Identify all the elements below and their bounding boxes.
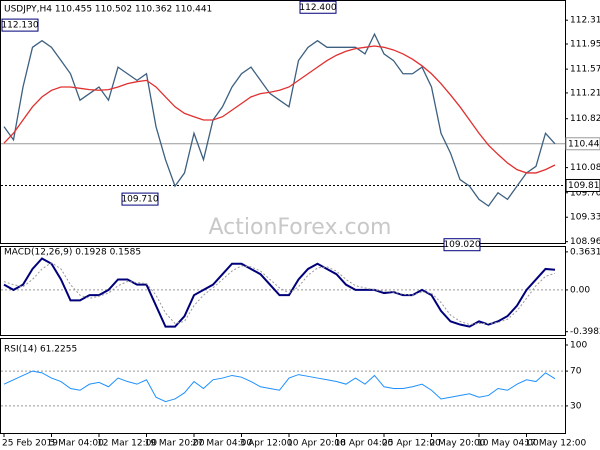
series-line	[3, 262, 556, 326]
panel-title: USDJPY,H4 110.455 110.502 110.362 110.44…	[4, 5, 212, 15]
y-tick-label: 0.00	[570, 285, 590, 295]
y-tick-label: 70	[570, 367, 582, 377]
x-tick-label: 2 May 20:00	[430, 439, 486, 449]
y-tick-label: 112.310	[570, 16, 600, 26]
annotation-label: 112.400	[299, 3, 336, 13]
x-tick-label: 27 Mar 04:00	[192, 439, 252, 449]
annotation-label: 112.130	[1, 21, 38, 31]
x-tick-label: 17 May 12:00	[525, 439, 587, 449]
y-tick-label: 30	[570, 401, 582, 411]
y-tick-label: 100	[570, 341, 587, 351]
price-label: 110.441	[568, 139, 600, 149]
annotation-box	[1, 18, 39, 32]
annotation-box	[299, 0, 337, 14]
rsi-panel	[0, 338, 566, 434]
y-tick-label: 110.820	[570, 114, 600, 124]
price-panel	[0, 0, 566, 244]
macd-panel	[0, 246, 566, 336]
panel-title: RSI(14) 61.2255	[4, 345, 77, 355]
y-tick-label: 109.700	[570, 188, 600, 198]
y-tick-label: 111.950	[570, 40, 600, 50]
x-tick-label: 25 Feb 2019	[2, 439, 58, 449]
x-tick-label: 18 Apr 04:00	[335, 439, 394, 449]
series-line	[3, 32, 556, 207]
x-tick-label: 10 May 04:00	[477, 439, 539, 449]
series-line	[3, 45, 556, 174]
y-tick-label: 111.570	[570, 65, 600, 75]
y-tick-label: 110.080	[570, 163, 600, 173]
x-tick-label: 3 Apr 12:00	[240, 439, 293, 449]
series-line	[3, 370, 556, 403]
price-label-box	[565, 178, 600, 192]
y-tick-label: 108.960	[570, 237, 600, 247]
y-tick-label: 109.330	[570, 213, 600, 223]
y-tick-label: -0.3982	[570, 327, 600, 337]
annotation-box	[443, 238, 481, 252]
y-tick-label: 111.210	[570, 88, 600, 98]
x-tick-label: 10 Apr 20:00	[287, 439, 346, 449]
price-label-box	[565, 137, 600, 151]
y-tick-label: 0.3631	[570, 247, 600, 257]
x-tick-label: 12 Mar 12:00	[97, 439, 157, 449]
price-label: 109.810	[568, 181, 600, 191]
watermark: ActionForex.com	[209, 215, 392, 240]
annotation-label: 109.020	[443, 240, 480, 250]
x-tick-label: 19 Mar 20:00	[145, 439, 205, 449]
x-tick-label: 25 Apr 12:00	[382, 439, 441, 449]
panel-title: MACD(12,26,9) 0.1928 0.1585	[4, 248, 141, 258]
series-line	[3, 257, 556, 328]
annotation-label: 109.710	[121, 195, 158, 205]
annotation-box	[121, 192, 159, 206]
x-tick-label: 5 Mar 04:00	[50, 439, 105, 449]
